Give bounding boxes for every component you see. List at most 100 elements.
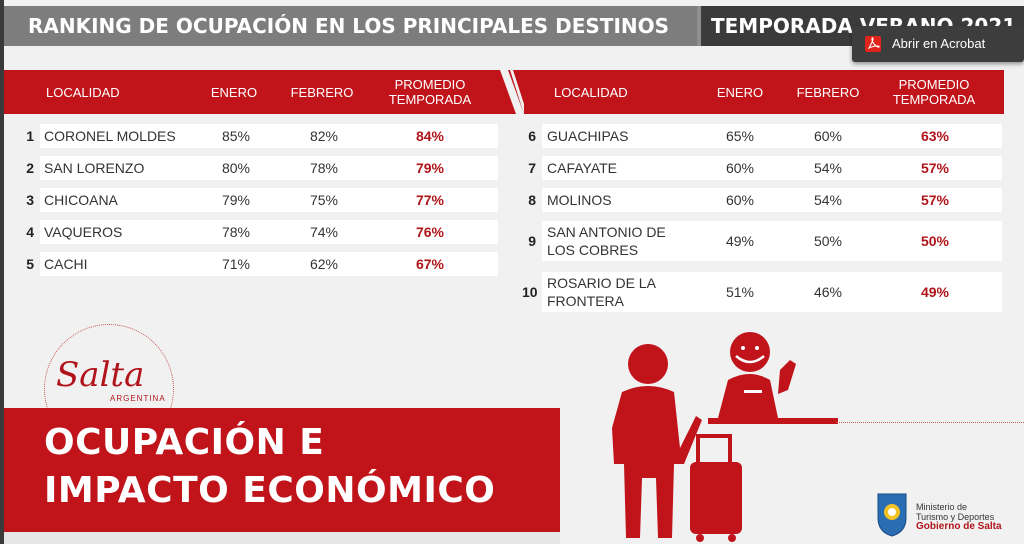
row-background [542,188,1002,212]
rank-number: 7 [528,160,536,176]
destination-name: CACHI [44,256,88,272]
header-promedio-right: PROMEDIO TEMPORADA [892,77,976,107]
pdf-icon [865,36,881,52]
promedio-value: 63% [920,128,950,144]
table-row: 7 CAFAYATE 60% 54% 57% [0,156,1024,180]
header-localidad-right: LOCALIDAD [554,84,628,100]
febrero-value: 60% [813,128,843,144]
salta-logo: Salta [56,355,145,395]
promedio-value: 84% [415,128,445,144]
salta-logo-sub: ARGENTINA [110,394,166,403]
table-row: 3 CHICOANA 79% 75% 77% [0,188,1024,212]
rank-number: 1 [26,128,34,144]
table-row: 5 CACHI 71% 62% 67% [0,252,1024,276]
suitcase-icon [690,434,742,542]
destination-name: CORONEL MOLDES [44,128,176,144]
promedio-value: 77% [415,192,445,208]
row-background [542,272,1002,312]
destination-name: CHICOANA [44,192,118,208]
ministry-line-3: Gobierno de Salta [916,521,1002,532]
enero-value: 51% [725,284,755,300]
receptionist-icon [708,332,838,424]
table-row: 4 VAQUEROS 78% 74% 76% [0,220,1024,244]
table-row: 9 SAN ANTONIO DE LOS COBRES 49% 50% 50% [0,221,1024,261]
destination-name: ROSARIO DE LA FRONTERA [547,275,656,309]
rank-number: 3 [26,192,34,208]
febrero-value: 46% [813,284,843,300]
rank-number: 10 [522,284,538,300]
row-background [542,221,1002,261]
febrero-value: 82% [309,128,339,144]
row-background [40,252,498,276]
destination-name: SAN ANTONIO DE LOS COBRES [547,224,666,258]
febrero-value: 75% [309,192,339,208]
open-in-acrobat-label: Abrir en Acrobat [892,36,986,51]
enero-value: 80% [221,160,251,176]
traveler-icon [612,344,702,538]
febrero-value: 62% [309,256,339,272]
row-background [40,220,498,244]
destination-name: MOLINOS [547,192,612,208]
table-row: 1 CORONEL MOLDES 85% 82% 84% [0,124,1024,148]
header-promedio-left: PROMEDIO TEMPORADA [388,77,472,107]
rank-number: 5 [26,256,34,272]
destination-name: CAFAYATE [547,160,618,176]
promedio-value: 79% [415,160,445,176]
enero-value: 49% [725,233,755,249]
promedio-value: 57% [920,192,950,208]
promedio-value: 57% [920,160,950,176]
open-in-acrobat-button[interactable]: Abrir en Acrobat [852,26,1024,62]
title-block: OCUPACIÓN E IMPACTO ECONÓMICO [4,408,560,532]
ministry-label: Ministerio de Turismo y Deportes Gobiern… [916,502,1002,532]
title-line-2: IMPACTO ECONÓMICO [44,470,496,511]
destination-name: GUACHIPAS [547,128,629,144]
bottom-strip [4,532,560,544]
table-row: 10 ROSARIO DE LA FRONTERA 51% 46% 49% [0,272,1024,312]
title-line-1: OCUPACIÓN E [44,422,325,463]
febrero-value: 54% [813,160,843,176]
ministry-seal-icon [877,493,907,537]
enero-value: 79% [221,192,251,208]
banner-title: RANKING DE OCUPACIÓN EN LOS PRINCIPALES … [4,6,697,46]
enero-value: 85% [221,128,251,144]
table-row: 2 SAN LORENZO 80% 78% 79% [0,156,1024,180]
destination-name: SAN LORENZO [44,160,145,176]
ministry-line-2: Turismo y Deportes [916,512,995,522]
enero-value: 60% [725,192,755,208]
header-enero-left: ENERO [210,84,258,100]
table-row: 6 GUACHIPAS 65% 60% 63% [0,124,1024,148]
header-localidad-left: LOCALIDAD [46,84,120,100]
decorative-dotted-line [836,422,1024,423]
window-edge [0,0,4,544]
header-divider [500,70,524,114]
febrero-value: 54% [813,192,843,208]
rank-number: 2 [26,160,34,176]
enero-value: 78% [221,224,251,240]
febrero-value: 78% [309,160,339,176]
promedio-value: 67% [415,256,445,272]
rank-number: 6 [528,128,536,144]
enero-value: 65% [725,128,755,144]
promedio-value: 49% [920,284,950,300]
row-background [542,156,1002,180]
rank-number: 9 [528,233,536,249]
enero-value: 60% [725,160,755,176]
promedio-value: 76% [415,224,445,240]
destination-name: VAQUEROS [44,224,123,240]
row-background [542,124,1002,148]
row-background [40,156,498,180]
table-row: 8 MOLINOS 60% 54% 57% [0,188,1024,212]
header-febrero-right: FEBRERO [796,84,860,100]
header-febrero-left: FEBRERO [290,84,354,100]
header-enero-right: ENERO [716,84,764,100]
reception-illustration [612,332,838,542]
row-background [40,124,498,148]
febrero-value: 74% [309,224,339,240]
ministry-line-1: Ministerio de [916,502,968,512]
rank-number: 4 [26,224,34,240]
rank-number: 8 [528,192,536,208]
row-background [40,188,498,212]
febrero-value: 50% [813,233,843,249]
enero-value: 71% [221,256,251,272]
promedio-value: 50% [920,233,950,249]
